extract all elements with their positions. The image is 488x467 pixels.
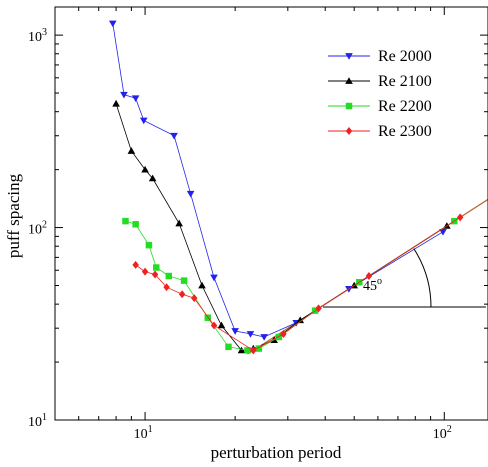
legend-label: Re 2100 bbox=[378, 73, 432, 90]
series-re-2100 bbox=[112, 99, 451, 354]
tick-labels: 101 102 101 102 103 bbox=[28, 27, 452, 442]
x-axis-label: perturbation period bbox=[211, 443, 342, 462]
data-point bbox=[198, 281, 206, 289]
data-point bbox=[163, 283, 170, 292]
plot-frame bbox=[54, 6, 488, 421]
legend-item: Re 2300 bbox=[328, 123, 432, 140]
data-point bbox=[139, 117, 148, 125]
data-point bbox=[148, 174, 157, 182]
data-point bbox=[175, 219, 183, 227]
y-tick-label: 102 bbox=[28, 220, 47, 238]
data-point bbox=[122, 217, 129, 225]
y-tick-label: 101 bbox=[28, 412, 47, 430]
angle-arc bbox=[413, 248, 432, 308]
data-point bbox=[250, 346, 257, 355]
data-point bbox=[439, 228, 447, 236]
data-point bbox=[217, 321, 226, 329]
data-point bbox=[210, 321, 218, 330]
data-point bbox=[170, 132, 178, 140]
data-point bbox=[260, 334, 268, 341]
data-point bbox=[141, 165, 149, 173]
data-point bbox=[127, 147, 136, 154]
data-point bbox=[132, 260, 139, 269]
data-point bbox=[151, 270, 159, 279]
legend-marker bbox=[345, 102, 353, 110]
data-point bbox=[365, 272, 373, 281]
data-point bbox=[275, 333, 283, 341]
data-point bbox=[180, 277, 188, 284]
data-point bbox=[225, 343, 232, 351]
angle-label: 45o bbox=[363, 276, 382, 294]
legend-label: Re 2000 bbox=[378, 48, 432, 65]
legend-marker bbox=[345, 127, 353, 135]
y-tick-label: 103 bbox=[28, 27, 47, 45]
data-point bbox=[237, 346, 246, 354]
data-point bbox=[132, 221, 139, 228]
series-re-2300 bbox=[132, 213, 464, 355]
data-point bbox=[231, 328, 239, 335]
data-point bbox=[112, 99, 120, 107]
data-point bbox=[120, 91, 128, 99]
legend-item: Re 2000 bbox=[328, 48, 432, 65]
data-point bbox=[191, 294, 198, 303]
legend: Re 2000 Re 2100 Re 2200 Re 2300 bbox=[328, 48, 432, 140]
data-point bbox=[108, 20, 117, 28]
data-point bbox=[141, 267, 149, 276]
legend-marker bbox=[345, 77, 353, 84]
data-point bbox=[315, 304, 322, 313]
data-point bbox=[456, 213, 464, 222]
legend-item: Re 2200 bbox=[328, 98, 432, 115]
x-tick-label: 101 bbox=[134, 424, 153, 442]
data-point bbox=[204, 314, 211, 321]
legend-item: Re 2100 bbox=[328, 73, 432, 90]
data-point bbox=[210, 274, 218, 282]
data-point bbox=[246, 331, 255, 338]
angle-annotation: 45o bbox=[323, 248, 486, 308]
data-point bbox=[178, 290, 186, 299]
data-point bbox=[255, 345, 263, 352]
y-axis-label: puff spacing bbox=[4, 173, 23, 258]
legend-label: Re 2300 bbox=[378, 123, 432, 140]
series-layer bbox=[108, 20, 464, 355]
data-point bbox=[280, 329, 287, 338]
data-point bbox=[244, 347, 251, 354]
data-point bbox=[153, 264, 160, 271]
data-point bbox=[145, 241, 153, 249]
legend-marker bbox=[345, 53, 353, 60]
legend-label: Re 2200 bbox=[378, 98, 432, 115]
data-point bbox=[131, 95, 140, 103]
data-point bbox=[186, 190, 195, 198]
data-point bbox=[165, 272, 172, 280]
data-point bbox=[296, 316, 305, 324]
x-tick-label: 102 bbox=[433, 424, 452, 442]
